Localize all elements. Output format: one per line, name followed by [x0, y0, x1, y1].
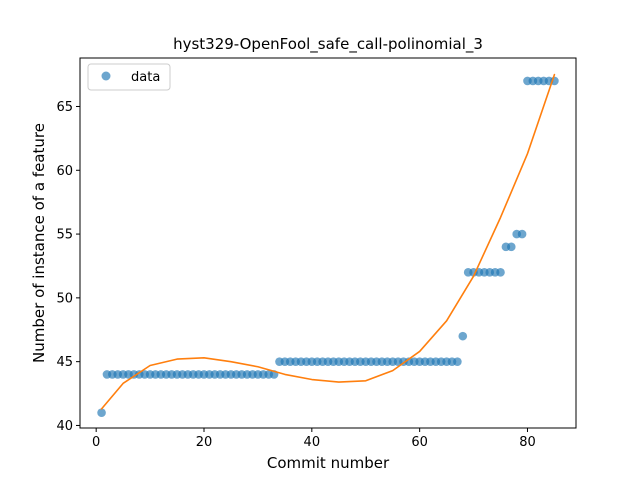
axis-ticks: 0 20 40 60 80 40 45 50 55 60 65: [56, 100, 535, 450]
x-tick-label: 60: [411, 435, 428, 450]
x-tick-label: 0: [92, 435, 100, 450]
data-point: [507, 242, 516, 252]
y-axis-label: Number of instance of a feature: [30, 123, 48, 363]
y-tick-label: 40: [56, 419, 73, 434]
data-point: [458, 331, 468, 341]
chart-title: hyst329-OpenFool_safe_call-polinomial_3: [173, 35, 483, 54]
y-tick-label: 55: [56, 228, 73, 243]
legend-marker: [101, 71, 111, 81]
plot-frame: [79, 57, 577, 429]
y-tick-label: 60: [56, 164, 73, 179]
x-tick-label: 80: [519, 435, 536, 450]
y-tick-label: 45: [56, 355, 73, 370]
plot-area: [97, 73, 559, 417]
data-point: [453, 357, 462, 366]
x-tick-label: 20: [196, 435, 213, 450]
legend-label: data: [131, 70, 160, 85]
fit-line: [100, 73, 556, 410]
data-point: [97, 408, 106, 417]
legend-box: [87, 63, 171, 91]
x-axis-label: Commit number: [267, 454, 390, 472]
legend: data: [87, 63, 171, 91]
y-tick-label: 50: [56, 291, 73, 306]
data-point: [517, 229, 527, 239]
y-tick-label: 65: [56, 100, 73, 115]
data-point: [496, 268, 505, 277]
x-tick-label: 40: [304, 435, 321, 450]
